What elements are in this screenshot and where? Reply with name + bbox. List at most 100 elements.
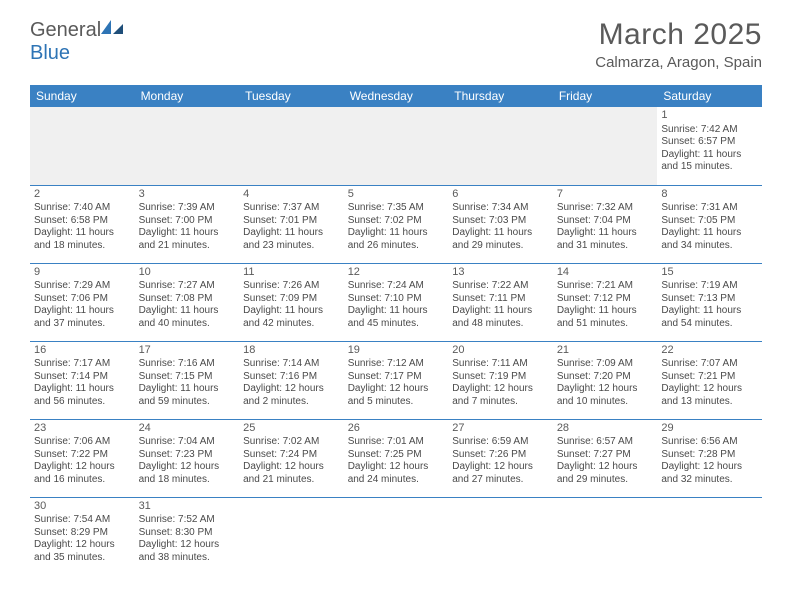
daylight-line: Daylight: 11 hours and 15 minutes. xyxy=(661,149,758,174)
day-number: 4 xyxy=(243,188,340,202)
calendar-cell xyxy=(344,107,449,185)
day-number: 17 xyxy=(139,344,236,358)
calendar-cell: 3Sunrise: 7:39 AMSunset: 7:00 PMDaylight… xyxy=(135,185,240,263)
daylight-line: Daylight: 11 hours and 56 minutes. xyxy=(34,383,131,408)
sunset-line: Sunset: 7:04 PM xyxy=(557,215,654,228)
day-number: 19 xyxy=(348,344,445,358)
sunset-line: Sunset: 7:24 PM xyxy=(243,449,340,462)
day-number: 15 xyxy=(661,266,758,280)
calendar-cell: 23Sunrise: 7:06 AMSunset: 7:22 PMDayligh… xyxy=(30,419,135,497)
month-title: March 2025 xyxy=(595,18,762,52)
sunrise-line: Sunrise: 7:31 AM xyxy=(661,202,758,215)
sunset-line: Sunset: 7:08 PM xyxy=(139,293,236,306)
calendar-cell: 18Sunrise: 7:14 AMSunset: 7:16 PMDayligh… xyxy=(239,341,344,419)
day-number: 14 xyxy=(557,266,654,280)
daylight-line: Daylight: 11 hours and 23 minutes. xyxy=(243,227,340,252)
calendar-cell: 16Sunrise: 7:17 AMSunset: 7:14 PMDayligh… xyxy=(30,341,135,419)
day-header: Sunday xyxy=(30,85,135,107)
sunset-line: Sunset: 6:57 PM xyxy=(661,136,758,149)
daylight-line: Daylight: 12 hours and 10 minutes. xyxy=(557,383,654,408)
sunset-line: Sunset: 7:00 PM xyxy=(139,215,236,228)
calendar-week-row: 9Sunrise: 7:29 AMSunset: 7:06 PMDaylight… xyxy=(30,263,762,341)
day-header: Wednesday xyxy=(344,85,449,107)
sunset-line: Sunset: 7:10 PM xyxy=(348,293,445,306)
day-number: 5 xyxy=(348,188,445,202)
calendar-cell: 17Sunrise: 7:16 AMSunset: 7:15 PMDayligh… xyxy=(135,341,240,419)
calendar-cell: 6Sunrise: 7:34 AMSunset: 7:03 PMDaylight… xyxy=(448,185,553,263)
sunrise-line: Sunrise: 7:17 AM xyxy=(34,358,131,371)
day-number: 28 xyxy=(557,422,654,436)
calendar-cell: 7Sunrise: 7:32 AMSunset: 7:04 PMDaylight… xyxy=(553,185,658,263)
daylight-line: Daylight: 12 hours and 13 minutes. xyxy=(661,383,758,408)
sunrise-line: Sunrise: 7:02 AM xyxy=(243,436,340,449)
calendar-cell: 29Sunrise: 6:56 AMSunset: 7:28 PMDayligh… xyxy=(657,419,762,497)
sunset-line: Sunset: 7:16 PM xyxy=(243,371,340,384)
sunset-line: Sunset: 7:17 PM xyxy=(348,371,445,384)
sunset-line: Sunset: 7:23 PM xyxy=(139,449,236,462)
day-number: 9 xyxy=(34,266,131,280)
calendar-cell: 21Sunrise: 7:09 AMSunset: 7:20 PMDayligh… xyxy=(553,341,658,419)
sunrise-line: Sunrise: 7:29 AM xyxy=(34,280,131,293)
daylight-line: Daylight: 11 hours and 48 minutes. xyxy=(452,305,549,330)
calendar-cell xyxy=(30,107,135,185)
logo-sail-icon xyxy=(99,18,125,36)
calendar-cell: 11Sunrise: 7:26 AMSunset: 7:09 PMDayligh… xyxy=(239,263,344,341)
sunset-line: Sunset: 7:02 PM xyxy=(348,215,445,228)
daylight-line: Daylight: 11 hours and 21 minutes. xyxy=(139,227,236,252)
calendar-cell: 26Sunrise: 7:01 AMSunset: 7:25 PMDayligh… xyxy=(344,419,449,497)
sunrise-line: Sunrise: 7:52 AM xyxy=(139,514,236,527)
sunrise-line: Sunrise: 7:39 AM xyxy=(139,202,236,215)
day-number: 16 xyxy=(34,344,131,358)
calendar-week-row: 23Sunrise: 7:06 AMSunset: 7:22 PMDayligh… xyxy=(30,419,762,497)
sunrise-line: Sunrise: 7:27 AM xyxy=(139,280,236,293)
daylight-line: Daylight: 11 hours and 26 minutes. xyxy=(348,227,445,252)
calendar-cell: 8Sunrise: 7:31 AMSunset: 7:05 PMDaylight… xyxy=(657,185,762,263)
day-number: 3 xyxy=(139,188,236,202)
day-header: Saturday xyxy=(657,85,762,107)
calendar-cell xyxy=(135,107,240,185)
calendar-cell: 20Sunrise: 7:11 AMSunset: 7:19 PMDayligh… xyxy=(448,341,553,419)
day-number: 11 xyxy=(243,266,340,280)
sunrise-line: Sunrise: 7:22 AM xyxy=(452,280,549,293)
sunrise-line: Sunrise: 6:56 AM xyxy=(661,436,758,449)
sunrise-line: Sunrise: 7:04 AM xyxy=(139,436,236,449)
sunrise-line: Sunrise: 7:11 AM xyxy=(452,358,549,371)
day-number: 22 xyxy=(661,344,758,358)
daylight-line: Daylight: 11 hours and 42 minutes. xyxy=(243,305,340,330)
day-header: Thursday xyxy=(448,85,553,107)
daylight-line: Daylight: 11 hours and 18 minutes. xyxy=(34,227,131,252)
sunrise-line: Sunrise: 7:40 AM xyxy=(34,202,131,215)
sunrise-line: Sunrise: 7:09 AM xyxy=(557,358,654,371)
calendar-cell: 22Sunrise: 7:07 AMSunset: 7:21 PMDayligh… xyxy=(657,341,762,419)
sunrise-line: Sunrise: 7:32 AM xyxy=(557,202,654,215)
daylight-line: Daylight: 12 hours and 7 minutes. xyxy=(452,383,549,408)
day-number: 1 xyxy=(661,109,758,123)
day-number: 13 xyxy=(452,266,549,280)
calendar-header-row: SundayMondayTuesdayWednesdayThursdayFrid… xyxy=(30,85,762,107)
day-number: 31 xyxy=(139,500,236,514)
calendar-cell: 27Sunrise: 6:59 AMSunset: 7:26 PMDayligh… xyxy=(448,419,553,497)
daylight-line: Daylight: 11 hours and 37 minutes. xyxy=(34,305,131,330)
sunset-line: Sunset: 7:19 PM xyxy=(452,371,549,384)
daylight-line: Daylight: 11 hours and 45 minutes. xyxy=(348,305,445,330)
calendar-cell: 30Sunrise: 7:54 AMSunset: 8:29 PMDayligh… xyxy=(30,497,135,575)
logo-text: GeneralBlue xyxy=(30,18,125,65)
title-block: March 2025 Calmarza, Aragon, Spain xyxy=(595,18,762,71)
logo: GeneralBlue xyxy=(30,18,125,65)
location-text: Calmarza, Aragon, Spain xyxy=(595,54,762,71)
calendar-week-row: 1Sunrise: 7:42 AMSunset: 6:57 PMDaylight… xyxy=(30,107,762,185)
daylight-line: Daylight: 12 hours and 32 minutes. xyxy=(661,461,758,486)
calendar-cell xyxy=(448,497,553,575)
day-number: 12 xyxy=(348,266,445,280)
calendar-cell xyxy=(553,107,658,185)
sunrise-line: Sunrise: 6:57 AM xyxy=(557,436,654,449)
sunrise-line: Sunrise: 7:12 AM xyxy=(348,358,445,371)
sunrise-line: Sunrise: 6:59 AM xyxy=(452,436,549,449)
day-number: 21 xyxy=(557,344,654,358)
day-number: 10 xyxy=(139,266,236,280)
sunrise-line: Sunrise: 7:21 AM xyxy=(557,280,654,293)
day-number: 25 xyxy=(243,422,340,436)
header: GeneralBlue March 2025 Calmarza, Aragon,… xyxy=(0,0,792,79)
sunset-line: Sunset: 8:29 PM xyxy=(34,527,131,540)
sunset-line: Sunset: 8:30 PM xyxy=(139,527,236,540)
